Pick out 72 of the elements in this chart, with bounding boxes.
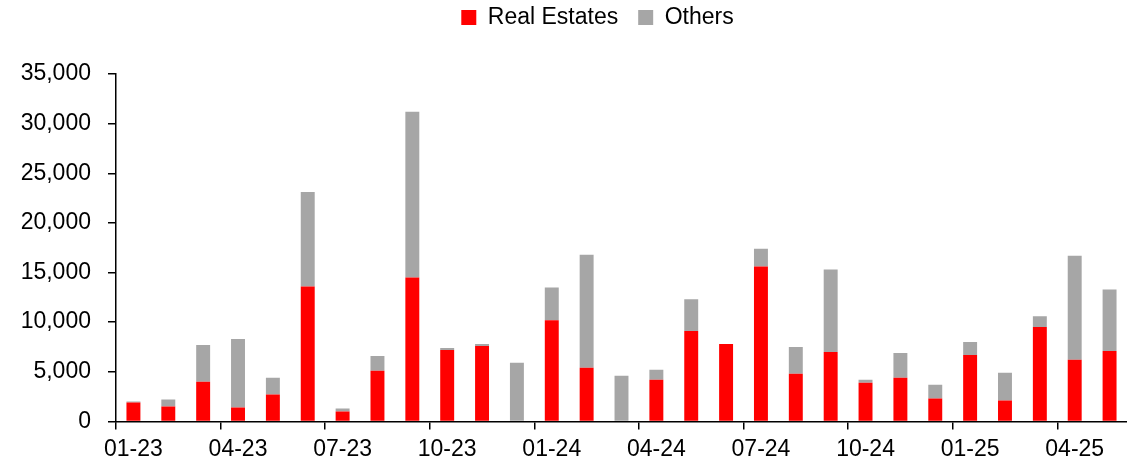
bar bbox=[649, 369, 664, 380]
y-tick-label: 30,000 bbox=[20, 108, 91, 135]
bar bbox=[475, 345, 490, 421]
bar bbox=[684, 331, 699, 421]
y-tick-label: 15,000 bbox=[20, 257, 91, 284]
bar bbox=[265, 394, 280, 421]
bar bbox=[161, 399, 176, 407]
x-tick-label: 07-24 bbox=[731, 434, 791, 461]
bar bbox=[1032, 316, 1047, 328]
y-tick-label: 0 bbox=[78, 406, 91, 433]
x-tick-label: 04-24 bbox=[626, 434, 686, 461]
bar bbox=[196, 344, 211, 382]
bar bbox=[788, 373, 803, 421]
bar bbox=[544, 320, 559, 421]
bar bbox=[893, 352, 908, 378]
bar bbox=[719, 343, 734, 421]
bar bbox=[300, 192, 315, 287]
bar bbox=[370, 355, 385, 371]
bar bbox=[963, 341, 978, 355]
bar bbox=[684, 299, 699, 332]
bar bbox=[370, 370, 385, 421]
bar bbox=[335, 408, 350, 412]
bar bbox=[649, 379, 664, 421]
bar bbox=[161, 406, 176, 421]
bar bbox=[196, 381, 211, 421]
bar bbox=[126, 402, 141, 421]
y-tick-label: 5,000 bbox=[33, 357, 91, 384]
bar bbox=[405, 111, 420, 278]
x-tick-label: 01-25 bbox=[940, 434, 1000, 461]
bar bbox=[788, 346, 803, 374]
bar bbox=[579, 367, 594, 421]
legend-label: Others bbox=[664, 2, 734, 29]
bar bbox=[893, 377, 908, 421]
bar bbox=[928, 398, 943, 421]
bar bbox=[1102, 350, 1117, 421]
bar bbox=[231, 339, 245, 408]
bar bbox=[963, 354, 978, 421]
bar bbox=[858, 382, 873, 421]
x-tick-label: 01-23 bbox=[104, 434, 163, 461]
bar bbox=[405, 277, 420, 421]
bar bbox=[509, 362, 524, 421]
bar bbox=[231, 407, 245, 421]
bar bbox=[753, 248, 768, 267]
bar bbox=[1067, 255, 1082, 360]
y-tick-label: 20,000 bbox=[20, 208, 91, 235]
x-tick-label: 01-24 bbox=[522, 434, 582, 461]
x-tick-label: 04-23 bbox=[208, 434, 268, 461]
bar bbox=[858, 379, 873, 383]
bar bbox=[823, 351, 838, 421]
bar bbox=[1067, 359, 1082, 421]
y-tick-label: 10,000 bbox=[20, 307, 91, 334]
bar bbox=[265, 377, 280, 395]
bar bbox=[998, 372, 1012, 401]
bar bbox=[753, 266, 768, 421]
y-tick-label: 35,000 bbox=[20, 59, 91, 86]
legend-label: Real Estates bbox=[487, 2, 619, 29]
bar bbox=[823, 269, 838, 352]
bar bbox=[614, 375, 629, 421]
x-tick-label: 10-24 bbox=[836, 434, 896, 461]
bar bbox=[998, 400, 1012, 421]
bar bbox=[300, 286, 315, 421]
bar bbox=[1032, 327, 1047, 421]
y-tick-label: 25,000 bbox=[20, 158, 91, 185]
bar bbox=[440, 349, 455, 421]
x-tick-label: 04-25 bbox=[1045, 434, 1105, 461]
bar bbox=[544, 287, 559, 321]
bar bbox=[1102, 289, 1117, 351]
x-tick-label: 10-23 bbox=[417, 434, 477, 461]
x-tick-label: 07-23 bbox=[313, 434, 373, 461]
bar bbox=[928, 384, 943, 399]
bar bbox=[335, 411, 350, 421]
bar bbox=[579, 254, 594, 368]
